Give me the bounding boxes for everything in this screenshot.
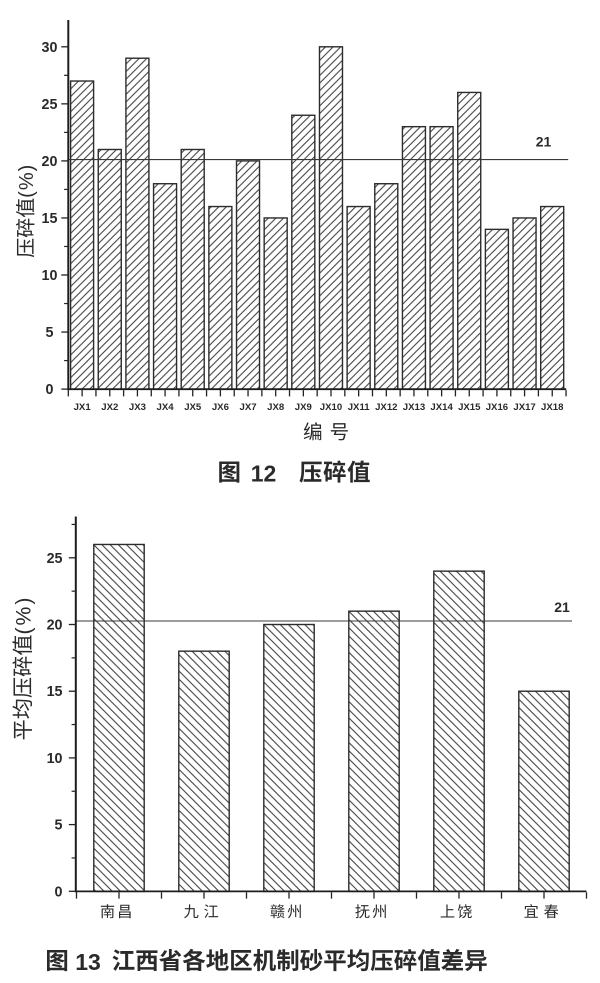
svg-text:15: 15 (42, 211, 58, 227)
svg-text:JX3: JX3 (129, 402, 146, 413)
svg-text:25: 25 (47, 551, 63, 567)
svg-text:JX14: JX14 (430, 402, 453, 413)
svg-text:15: 15 (47, 684, 63, 700)
svg-text:JX5: JX5 (184, 402, 202, 413)
svg-text:JX16: JX16 (486, 402, 508, 413)
svg-text:21: 21 (536, 134, 552, 150)
svg-text:10: 10 (47, 751, 63, 767)
svg-text:0: 0 (55, 884, 63, 900)
svg-text:JX7: JX7 (240, 402, 257, 413)
svg-text:13: 13 (75, 949, 101, 975)
svg-text:JX12: JX12 (375, 402, 397, 413)
svg-text:JX17: JX17 (513, 402, 535, 413)
svg-text:(%): (%) (12, 596, 35, 635)
svg-text:12: 12 (251, 461, 277, 487)
svg-text:30: 30 (42, 40, 58, 56)
svg-text:JX1: JX1 (74, 402, 92, 413)
svg-text:JX15: JX15 (458, 402, 481, 413)
svg-text:JX11: JX11 (348, 402, 371, 413)
svg-text:5: 5 (55, 818, 63, 834)
svg-text:5: 5 (46, 325, 54, 341)
svg-text:25: 25 (42, 97, 58, 113)
svg-text:0: 0 (46, 382, 54, 398)
svg-text:JX6: JX6 (212, 402, 229, 413)
svg-text:JX8: JX8 (267, 402, 285, 413)
svg-text:JX4: JX4 (157, 402, 175, 413)
svg-text:JX9: JX9 (295, 402, 312, 413)
svg-text:JX13: JX13 (403, 402, 425, 413)
svg-text:10: 10 (42, 268, 58, 284)
svg-text:JX10: JX10 (320, 402, 342, 413)
svg-text:JX18: JX18 (541, 402, 564, 413)
svg-text:JX2: JX2 (101, 402, 118, 413)
svg-text:20: 20 (42, 154, 58, 170)
svg-text:21: 21 (554, 599, 570, 615)
svg-text:20: 20 (47, 618, 63, 634)
svg-text:(%): (%) (16, 164, 38, 198)
